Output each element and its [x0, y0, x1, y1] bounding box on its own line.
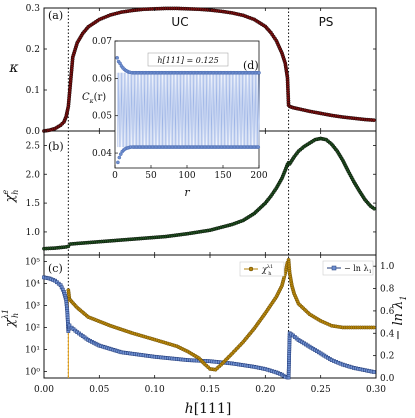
series-line-c1	[67, 259, 376, 371]
inset-x-tick-label: 0	[112, 171, 118, 181]
svg-text:χλ1h: χλ1h	[261, 264, 273, 277]
inset-point	[116, 160, 120, 165]
data-point	[371, 325, 376, 330]
y-tick-label: 0.0	[26, 127, 41, 137]
region-label-ps: PS	[319, 15, 334, 29]
y-tick-label: 10¹	[25, 345, 40, 355]
inset-point	[256, 145, 261, 149]
y-tick-label: 10⁰	[25, 367, 40, 377]
y2-tick-label: 0.8	[380, 285, 395, 295]
y-tick-label: 0.1	[26, 86, 40, 96]
inset-ylabel: Cκ(r)	[82, 92, 106, 105]
inset-panel-d: 0 50 100 150 200 0.04 0.05 0.06 0.07 h[111] = 0.…	[82, 37, 268, 199]
x-tick-label: 0.25	[311, 385, 331, 395]
svg-text:χλ1h: χλ1h	[1, 309, 20, 328]
y-tick-label: 10²	[25, 323, 40, 333]
panel-label-d: (d)	[243, 59, 259, 72]
panel-label-c: (c)	[48, 262, 63, 275]
inset-y-tick-label: 0.07	[92, 37, 112, 47]
inset-point	[115, 56, 119, 60]
inset-data	[115, 56, 261, 165]
y2-tick-label: 0.2	[380, 352, 394, 362]
y-tick-label: 2.0	[26, 170, 41, 180]
y2-tick-label: 0.0	[380, 374, 395, 384]
ylabel-chi-e: χeh	[1, 190, 20, 204]
y-tick-label: 1.0	[26, 228, 41, 238]
x-tick-label: 0.30	[366, 385, 386, 395]
panel-label-b: (b)	[48, 140, 64, 153]
legend-chi: χλ1 h	[239, 261, 285, 277]
y2-tick-label: 0.4	[380, 329, 395, 339]
xlabel-h111: h[111]	[185, 401, 232, 417]
x-tick-label: 0.00	[34, 385, 54, 395]
data-point	[371, 118, 376, 123]
inset-x-tick-label: 150	[214, 171, 231, 181]
inset-y-tick-label: 0.06	[92, 74, 112, 84]
svg-text:− ln λ1: − ln λ1	[344, 264, 372, 275]
legend-lambda-marker	[331, 265, 337, 271]
y-tick-label: 10³	[25, 302, 40, 312]
inset-x-tick-label: 50	[145, 171, 157, 181]
inset-x-tick-label: 200	[250, 171, 267, 181]
y-tick-label: 10⁵	[25, 258, 40, 268]
legend-neg-ln-lambda: − ln λ1	[322, 260, 374, 276]
x-tick-label: 0.05	[89, 385, 109, 395]
x-tick-label: 0.20	[255, 385, 275, 395]
y-tick-label: 0.3	[26, 4, 41, 14]
data-layer	[42, 6, 377, 380]
y-tick-label: 2.5	[26, 141, 41, 151]
data-point	[371, 370, 376, 374]
x-tick-label: 0.10	[145, 385, 165, 395]
y2-tick-label: 0.6	[380, 307, 395, 317]
inset-point	[117, 155, 122, 160]
ylabel-chi-lambda: χλ1h	[1, 309, 20, 328]
data-point	[67, 323, 72, 328]
inset-axes: 0 50 100 150 200 0.04 0.05 0.06 0.07	[92, 37, 268, 181]
data-point	[372, 206, 377, 211]
inset-x-tick-label: 100	[178, 171, 195, 181]
y-tick-label: 10⁴	[25, 280, 40, 290]
inset-annotation-box	[147, 52, 229, 67]
inset-annotation: h[111] = 0.125	[157, 56, 218, 65]
inset-point	[257, 70, 261, 75]
inset-oscillation	[258, 72, 260, 148]
inset-y-tick-label: 0.04	[92, 149, 112, 159]
y-tick-label: 0.2	[26, 45, 40, 55]
x-tick-label: 0.15	[200, 385, 220, 395]
inset-xlabel: r	[184, 186, 190, 199]
svg-text:χeh: χeh	[1, 190, 20, 204]
data-point	[66, 244, 71, 249]
ylabel-kappa: κ	[8, 60, 18, 76]
y2-tick-label: 1.0	[380, 262, 395, 272]
legend-chi-marker	[248, 266, 254, 272]
y2label-neg-ln-lambda: − ln λ1	[391, 295, 408, 340]
svg-text:− ln λ1: − ln λ1	[391, 295, 408, 340]
inset-y-tick-label: 0.05	[92, 112, 112, 122]
panel-label-a: (a)	[48, 9, 63, 22]
axes-layer: 0.00 0.05 0.10 0.15 0.20 0.25 0.300.00.10.20.3…	[25, 4, 395, 395]
y-tick-label: 1.5	[26, 199, 41, 209]
region-label-uc: UC	[171, 15, 188, 29]
